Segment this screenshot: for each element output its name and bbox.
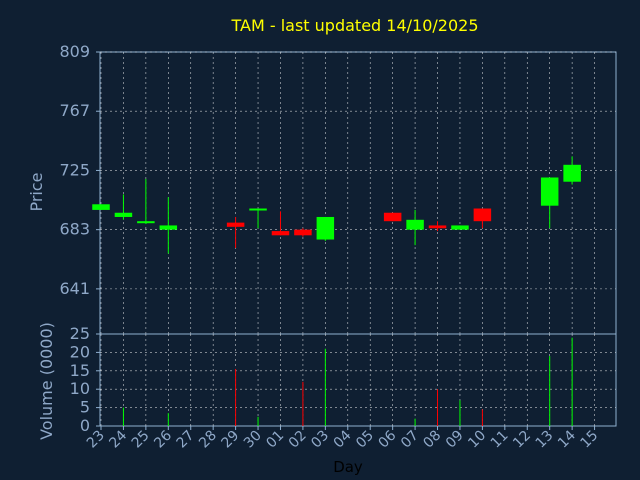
- x-tick-label: 03: [308, 428, 332, 452]
- volume-tick-label: 10: [70, 379, 90, 398]
- volume-tick-label: 25: [70, 324, 90, 343]
- price-tick-label: 641: [59, 279, 90, 298]
- x-tick-label: 13: [533, 428, 557, 452]
- candle-body: [114, 212, 133, 217]
- candle-body: [92, 204, 110, 210]
- price-tick-label: 809: [59, 42, 90, 61]
- candle-body: [249, 208, 267, 211]
- volume-axis-label: Volume (0000): [37, 322, 56, 440]
- candle-body: [159, 225, 178, 230]
- candle-body: [383, 212, 402, 222]
- volume-plot-frame: [99, 333, 617, 427]
- x-tick-label: 28: [196, 428, 220, 452]
- candle-body: [473, 208, 492, 222]
- candle-body: [316, 216, 335, 240]
- x-tick-label: 25: [129, 428, 153, 452]
- x-tick-label: 30: [241, 428, 265, 452]
- candle-body: [137, 221, 155, 224]
- x-tick-label: 02: [286, 428, 310, 452]
- candle-body: [406, 219, 424, 230]
- price-panel: 641 683 725 767 809: [59, 42, 617, 335]
- candle-body: [540, 177, 559, 206]
- candle-body: [428, 225, 447, 229]
- price-plot-frame: [99, 51, 617, 335]
- x-tick-label: 14: [555, 427, 579, 451]
- volume-tick-label: 15: [70, 361, 90, 380]
- x-tick-label: 24: [106, 427, 130, 451]
- price-tick-label: 683: [59, 220, 90, 239]
- x-tick-labels: 2324252627282930010203040506070809101112…: [84, 426, 601, 451]
- x-tick-label: 05: [353, 428, 377, 452]
- x-tick-label: 06: [376, 427, 400, 451]
- candle-body: [226, 222, 245, 227]
- x-tick-label: 29: [219, 428, 243, 452]
- x-tick-label: 04: [331, 427, 355, 451]
- candle-body: [563, 164, 581, 182]
- x-tick-label: 15: [577, 428, 601, 452]
- x-tick-label: 11: [488, 428, 512, 452]
- x-tick-label: 07: [398, 428, 422, 452]
- price-tick-label: 725: [59, 160, 90, 179]
- x-axis-label: Day: [333, 458, 363, 476]
- volume-tick-label: 5: [80, 398, 90, 417]
- x-tick-label: 10: [465, 428, 489, 452]
- x-tick-label: 08: [420, 428, 444, 452]
- x-tick-label: 26: [151, 427, 175, 451]
- x-tick-label: 12: [510, 428, 534, 452]
- volume-tick-label: 0: [80, 416, 90, 435]
- chart-title: TAM - last updated 14/10/2025: [230, 16, 478, 35]
- candle-body: [294, 229, 312, 236]
- x-tick-label: 27: [174, 428, 198, 452]
- x-tick-label: 09: [443, 428, 467, 452]
- candle-body: [271, 231, 290, 236]
- x-tick-label: 01: [263, 428, 287, 452]
- candle-body: [451, 225, 469, 230]
- price-tick-label: 767: [59, 101, 90, 120]
- price-axis-label: Price: [27, 172, 46, 211]
- volume-tick-label: 20: [70, 342, 90, 361]
